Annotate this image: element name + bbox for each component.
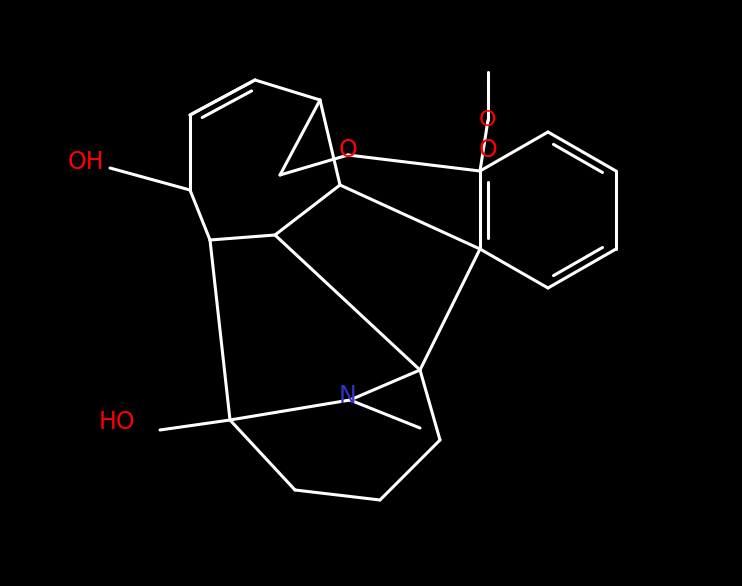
- Text: O: O: [479, 138, 497, 162]
- Text: HO: HO: [99, 410, 135, 434]
- Text: OH: OH: [68, 150, 105, 174]
- Text: N: N: [339, 384, 357, 408]
- Text: O: O: [479, 110, 496, 130]
- Text: O: O: [338, 138, 358, 162]
